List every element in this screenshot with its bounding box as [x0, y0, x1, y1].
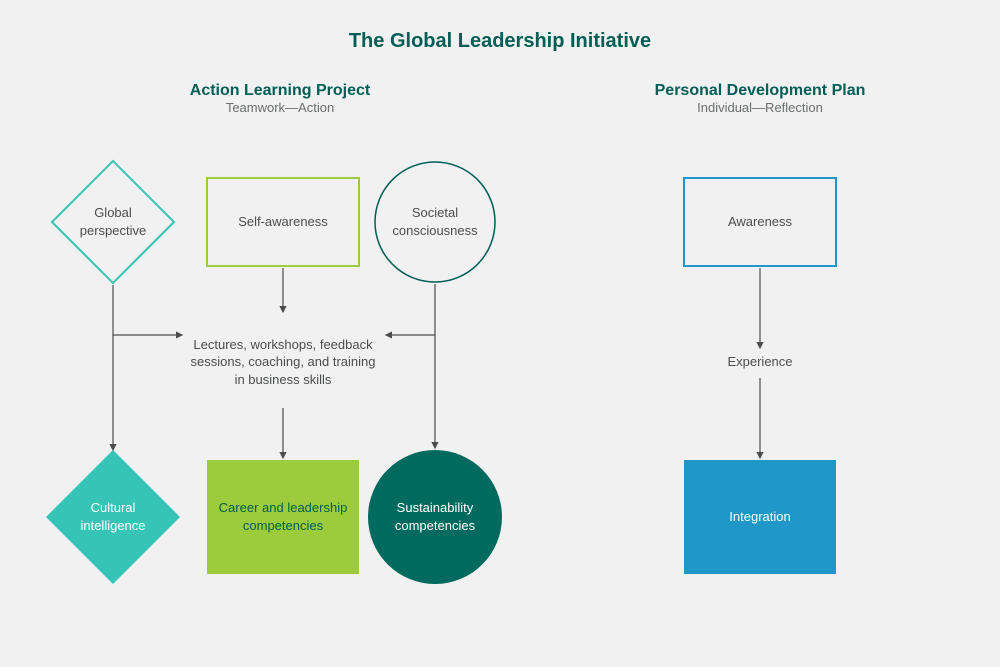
section-right-sub: Individual—Reflection: [610, 100, 910, 115]
arrow-global_to_lectures: [113, 285, 182, 335]
node-lectures-label: Lectures, workshops, feedback sessions, …: [188, 317, 378, 407]
node-societal_consciousness-label: Societal consciousness: [387, 174, 483, 270]
section-right-title: Personal Development Plan: [610, 82, 910, 100]
node-cultural_intelligence-label: Cultural intelligence: [61, 465, 166, 570]
node-experience-label: Experience: [690, 317, 830, 407]
node-self_awareness-label: Self-awareness: [215, 182, 351, 262]
node-global_perspective-label: Global perspective: [65, 174, 160, 269]
node-awareness-label: Awareness: [692, 182, 828, 262]
page-title: The Global Leadership Initiative: [0, 30, 1000, 53]
section-left-heading: Action Learning Project Teamwork—Action: [130, 82, 430, 115]
node-sustainability_competencies-label: Sustainability competencies: [381, 463, 488, 570]
section-right-heading: Personal Development Plan Individual—Ref…: [610, 82, 910, 115]
arrow-societal_to_lectures: [386, 284, 435, 335]
section-left-sub: Teamwork—Action: [130, 100, 430, 115]
node-career_competencies-label: Career and leadership competencies: [215, 464, 351, 570]
section-left-title: Action Learning Project: [130, 82, 430, 100]
node-integration-label: Integration: [692, 464, 828, 570]
